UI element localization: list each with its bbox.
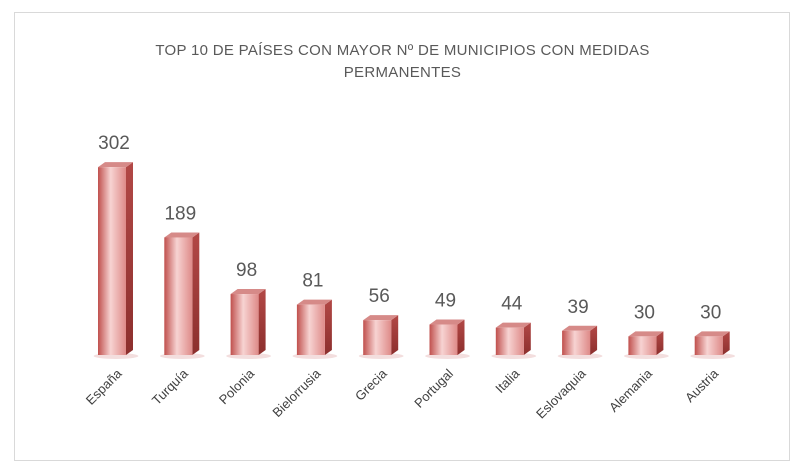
bar-front <box>98 167 126 355</box>
data-label: 56 <box>369 286 390 307</box>
bar-top <box>429 319 465 325</box>
bar-front <box>429 324 458 355</box>
x-tick-label: España <box>83 365 125 407</box>
bar-front <box>363 320 392 355</box>
bar-side <box>457 319 465 355</box>
data-label: 30 <box>700 302 721 323</box>
bar-top <box>363 315 399 321</box>
bar-top <box>562 325 598 331</box>
bar-side <box>324 299 332 355</box>
bar-top <box>98 162 133 168</box>
bar-front <box>296 304 325 355</box>
bar-top <box>296 299 332 305</box>
bar <box>226 289 271 359</box>
x-tick-label: Eslovaquia <box>533 365 589 421</box>
bar-front <box>694 336 723 355</box>
bar-top <box>230 289 266 295</box>
x-tick-label: Austria <box>682 365 722 405</box>
bar <box>624 331 669 359</box>
bar-front <box>230 294 259 355</box>
bar <box>557 325 603 359</box>
data-label: 302 <box>98 133 130 154</box>
x-tick-label: Turquía <box>149 365 191 407</box>
bar-front <box>562 330 591 355</box>
bar-side <box>523 322 531 355</box>
bar-front <box>628 336 657 355</box>
data-label: 44 <box>501 294 523 315</box>
bar-side <box>391 315 399 355</box>
bar <box>491 322 537 359</box>
chart-frame <box>14 12 790 461</box>
bar <box>425 319 470 359</box>
x-tick-label: Alemania <box>606 365 655 414</box>
data-label: 98 <box>236 260 257 281</box>
bar <box>292 299 338 359</box>
bar-top <box>628 331 664 337</box>
x-tick-label: Grecia <box>352 365 390 403</box>
bar-side <box>722 331 730 355</box>
bar-top <box>164 232 200 238</box>
bar-front <box>164 237 193 355</box>
data-label: 81 <box>302 271 323 292</box>
bar <box>93 162 139 359</box>
data-label: 49 <box>435 291 456 312</box>
data-label: 39 <box>568 297 589 318</box>
bar-top <box>495 322 531 328</box>
bar-front <box>495 327 524 355</box>
bar-side <box>656 331 664 355</box>
bar-top <box>694 331 730 337</box>
bar <box>690 331 736 359</box>
bar <box>159 232 205 359</box>
x-tick-label: Polonia <box>216 365 258 407</box>
bar-side <box>192 232 200 355</box>
x-tick-label: Portugal <box>411 366 456 411</box>
bar-side <box>590 325 598 355</box>
data-label: 189 <box>164 203 196 224</box>
x-tick-label: Bielorrusia <box>269 365 324 420</box>
x-tick-label: Italia <box>492 365 523 396</box>
bar-side <box>126 162 133 355</box>
bar <box>358 315 404 359</box>
bar-side <box>258 289 266 355</box>
data-label: 30 <box>634 302 655 323</box>
chart-title: TOP 10 DE PAÍSES CON MAYOR Nº DE MUNICIP… <box>155 42 650 81</box>
